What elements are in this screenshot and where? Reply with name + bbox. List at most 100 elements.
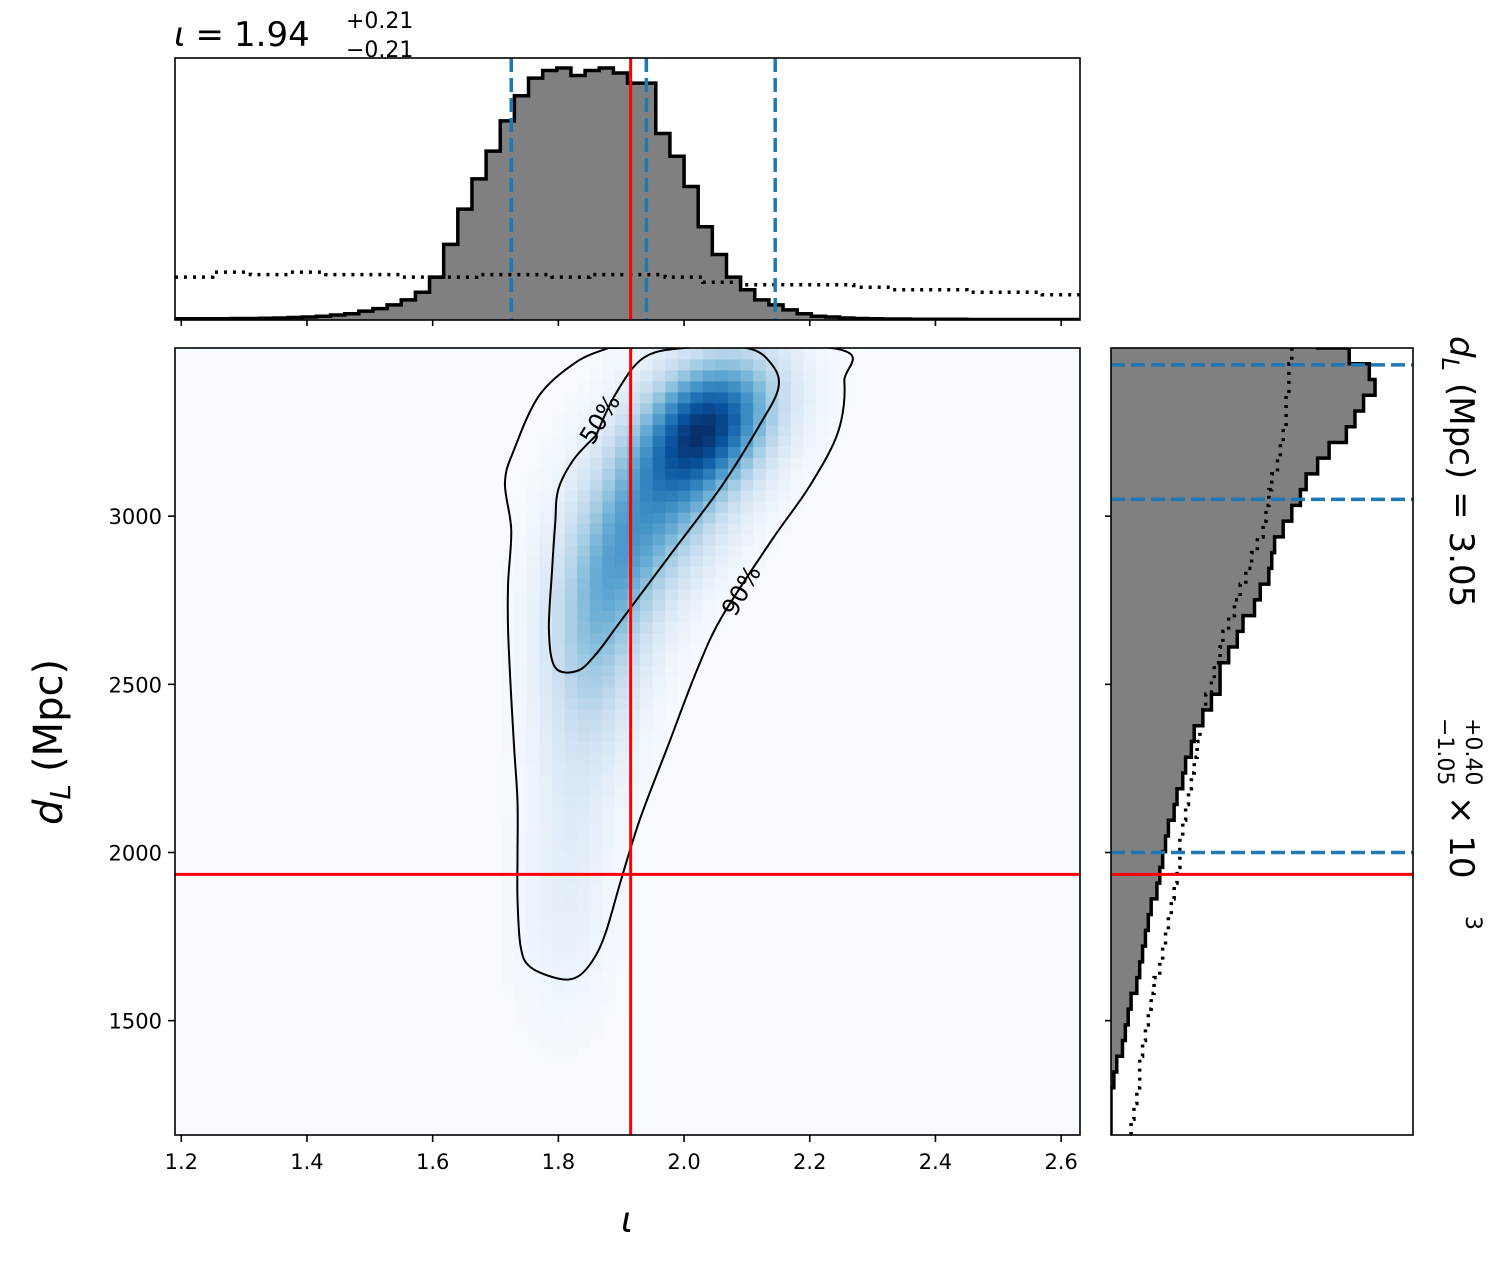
heatmap-cell bbox=[790, 490, 805, 502]
heatmap-cell bbox=[501, 894, 515, 907]
heatmap-cell bbox=[539, 479, 553, 491]
heatmap-cell bbox=[602, 752, 616, 764]
heatmap-cell bbox=[577, 380, 591, 393]
truth-lines bbox=[175, 348, 1080, 1135]
heatmap-cell bbox=[640, 348, 654, 360]
heatmap-cell bbox=[652, 479, 666, 491]
heatmap-cell bbox=[728, 435, 742, 447]
heatmap-cell bbox=[640, 555, 654, 568]
heatmap-cell bbox=[589, 544, 603, 557]
heatmap-cell bbox=[715, 501, 729, 513]
heatmap-cell bbox=[665, 566, 679, 579]
heatmap-cell bbox=[564, 872, 578, 885]
heatmap-cell bbox=[564, 938, 578, 950]
heatmap-cell bbox=[564, 435, 578, 447]
heatmap-cell bbox=[577, 774, 591, 786]
heatmap-cell bbox=[614, 402, 629, 415]
heatmap-cell bbox=[765, 413, 779, 426]
heatmap-cell bbox=[589, 555, 603, 568]
heatmap-cell bbox=[614, 468, 629, 480]
heatmap-cell bbox=[728, 555, 742, 568]
heatmap-cell bbox=[690, 348, 704, 360]
heatmap-cell bbox=[627, 807, 641, 819]
heatmap-cell bbox=[765, 446, 779, 458]
top-title-plus: +0.21 bbox=[346, 9, 413, 34]
heatmap-cell bbox=[514, 807, 528, 819]
heatmap-cell bbox=[552, 981, 566, 994]
heatmap-cell bbox=[577, 708, 591, 721]
top-panel-frame bbox=[174, 57, 1081, 321]
x-tick-label-0: 1.2 bbox=[165, 1150, 198, 1174]
heatmap-cell bbox=[627, 511, 641, 524]
heatmap-cell bbox=[753, 402, 767, 415]
heatmap-cell bbox=[816, 358, 830, 371]
heatmap-cell bbox=[652, 533, 666, 546]
heatmap-cell bbox=[564, 555, 578, 568]
heatmap-cell bbox=[501, 850, 515, 863]
heatmap-cell bbox=[665, 675, 679, 688]
heatmap-cell bbox=[552, 479, 566, 491]
heatmap-cell bbox=[652, 741, 666, 754]
heatmap-cell bbox=[627, 818, 641, 830]
heatmap-cell bbox=[715, 348, 729, 360]
heatmap-cell bbox=[790, 391, 805, 404]
heatmap-cell bbox=[627, 544, 641, 557]
heatmap-cell bbox=[640, 588, 654, 601]
heatmap-cell bbox=[577, 927, 591, 939]
heatmap-cell bbox=[627, 632, 641, 644]
heatmap-cell bbox=[690, 632, 704, 644]
heatmap-cell bbox=[564, 785, 578, 797]
right-title-exponent: 3 bbox=[1460, 916, 1485, 930]
heatmap-cell bbox=[589, 927, 603, 939]
heatmap-cell bbox=[614, 358, 629, 371]
heatmap-cell bbox=[614, 697, 629, 710]
heatmap-cell bbox=[577, 643, 591, 655]
heatmap-cell bbox=[526, 850, 541, 863]
heatmap-cell bbox=[677, 621, 691, 633]
heatmap-cell bbox=[552, 621, 566, 633]
heatmap-cell bbox=[514, 949, 528, 961]
heatmap-cell bbox=[564, 588, 578, 601]
heatmap-cell bbox=[526, 719, 541, 732]
heatmap-cell bbox=[589, 960, 603, 972]
heatmap-cell bbox=[514, 708, 528, 721]
heatmap-cell bbox=[564, 894, 578, 907]
heatmap-cell bbox=[677, 544, 691, 557]
heatmap-cell bbox=[577, 828, 591, 841]
heatmap-cell bbox=[602, 741, 616, 754]
heatmap-cell bbox=[803, 468, 817, 480]
heatmap-cell bbox=[614, 807, 629, 819]
heatmap-cell bbox=[501, 872, 515, 885]
heatmap-cell bbox=[728, 588, 742, 601]
heatmap-cell bbox=[552, 1003, 566, 1016]
heatmap-cell bbox=[564, 861, 578, 874]
heatmap-cell bbox=[765, 391, 779, 404]
heatmap-cell bbox=[677, 555, 691, 568]
heatmap-cell bbox=[690, 435, 704, 447]
heatmap-cell bbox=[539, 1036, 553, 1049]
heatmap-cell bbox=[602, 533, 616, 546]
heatmap-cell bbox=[614, 730, 629, 743]
heatmap-cell bbox=[564, 544, 578, 557]
heatmap-cell bbox=[564, 686, 578, 699]
heatmap-cell bbox=[765, 501, 779, 513]
heatmap-cell bbox=[526, 566, 541, 579]
heatmap-cell bbox=[577, 752, 591, 764]
heatmap-cell bbox=[526, 818, 541, 830]
heatmap-cell bbox=[790, 501, 805, 513]
heatmap-cell bbox=[526, 960, 541, 972]
heatmap-cell bbox=[665, 522, 679, 535]
heatmap-cell bbox=[526, 490, 541, 502]
heatmap-cell bbox=[690, 654, 704, 666]
heatmap-cell bbox=[577, 938, 591, 950]
heatmap-cell bbox=[665, 632, 679, 644]
heatmap-cell bbox=[627, 588, 641, 601]
heatmap-cell bbox=[702, 610, 717, 622]
heatmap-cell bbox=[552, 774, 566, 786]
heatmap-cell bbox=[715, 599, 729, 611]
heatmap-cell bbox=[589, 610, 603, 622]
x-axis-label: ι bbox=[621, 1200, 633, 1241]
heatmap-cell bbox=[539, 894, 553, 907]
heatmap-cell bbox=[539, 741, 553, 754]
heatmap-cell bbox=[715, 533, 729, 546]
